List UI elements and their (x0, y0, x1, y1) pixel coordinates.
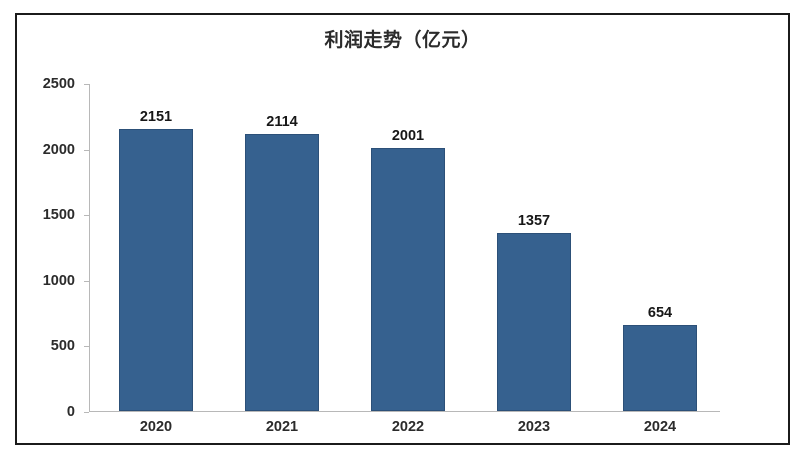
bar-2023[interactable]: 1357 (497, 213, 571, 411)
plot-area: 0 500 1000 1500 2000 2500 2151 2020 2114 (43, 76, 720, 435)
x-axis-label-2024: 2024 (643, 419, 677, 435)
bar-value-label: 2114 (266, 113, 298, 130)
bar-group: 654 2024 (593, 84, 719, 435)
bar-group: 2151 2020 (89, 84, 215, 435)
bar-value-label: 2151 (139, 108, 173, 125)
y-axis-label: 2500 (42, 76, 75, 92)
bar-group: 1357 2023 (467, 84, 593, 435)
y-axis-tick: 2500 (43, 76, 89, 92)
bar-2021[interactable]: 2114 (245, 114, 319, 411)
bar-group: 2001 2022 (341, 84, 467, 435)
y-axis-tick: 2000 (43, 142, 89, 158)
bar-2020[interactable]: 2151 (119, 109, 193, 411)
x-axis-label-2022: 2022 (391, 419, 425, 435)
y-axis-tick: 1000 (43, 273, 89, 289)
y-axis-label: 1500 (42, 207, 75, 224)
y-axis-tick: 500 (51, 338, 89, 354)
y-axis-tick: 1500 (43, 207, 89, 223)
y-axis-label: 500 (50, 338, 75, 355)
chart-frame: 利润走势（亿元） 0 500 1000 1500 2000 2500 2151 … (15, 13, 790, 445)
x-axis-label-2023: 2023 (517, 419, 551, 435)
bar-2022[interactable]: 2001 (371, 128, 445, 411)
x-axis-label-2020: 2020 (139, 419, 173, 435)
x-axis-line (89, 411, 720, 412)
y-axis-tick: 0 (67, 404, 89, 420)
bar-group: 2114 2021 (215, 84, 341, 435)
y-axis-label: 2000 (42, 141, 75, 158)
y-axis-label: 1000 (42, 272, 75, 289)
x-axis-label-2021: 2021 (265, 419, 299, 435)
bar-2024[interactable]: 654 (623, 305, 697, 411)
y-axis-line (89, 84, 90, 412)
bar-value-label: 1357 (517, 212, 551, 229)
y-axis-label: 0 (66, 404, 75, 420)
bar-value-label: 654 (647, 305, 673, 322)
chart-title: 利润走势（亿元） (324, 30, 481, 51)
bar-value-label: 2001 (391, 128, 425, 145)
